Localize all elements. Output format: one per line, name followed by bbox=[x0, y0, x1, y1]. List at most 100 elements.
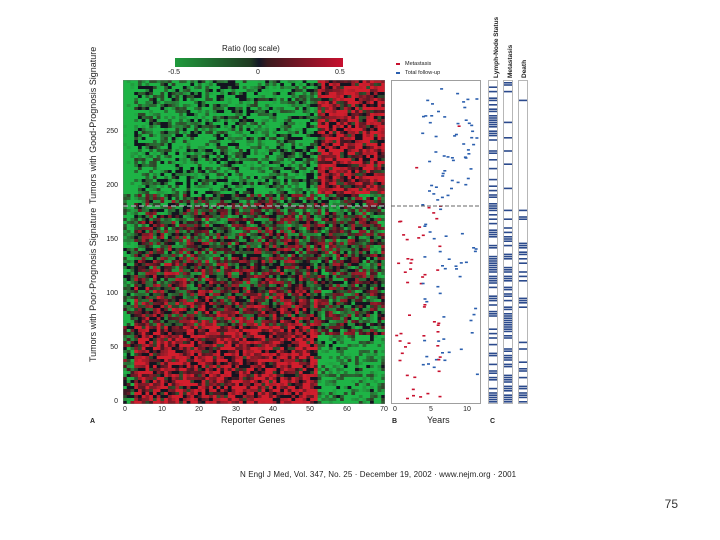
heatmap-cell bbox=[355, 134, 360, 138]
heatmap-cell bbox=[227, 275, 232, 279]
heatmap-cell bbox=[201, 203, 206, 207]
heatmap-cell bbox=[160, 248, 165, 252]
heatmap-cell bbox=[186, 137, 191, 141]
heatmap-cell bbox=[287, 284, 292, 288]
heatmap-cell bbox=[141, 86, 146, 90]
heatmap-cell bbox=[254, 122, 259, 126]
heatmap-cell bbox=[351, 224, 356, 228]
heatmap-cell bbox=[137, 179, 143, 183]
heatmap-cell bbox=[336, 161, 341, 165]
heatmap-cell bbox=[167, 257, 173, 261]
heatmap-cell bbox=[152, 212, 158, 216]
heatmap-cell bbox=[152, 245, 158, 249]
heatmap-cell bbox=[194, 137, 199, 141]
heatmap-cell bbox=[164, 275, 169, 279]
heatmap-cell bbox=[313, 233, 319, 237]
heatmap-cell bbox=[224, 86, 229, 90]
heatmap-cell bbox=[141, 227, 146, 231]
heatmap-cell bbox=[160, 182, 165, 186]
heatmap-cell bbox=[123, 122, 128, 126]
heatmap-cell bbox=[201, 275, 206, 279]
heatmap-cell bbox=[340, 128, 345, 132]
heatmap-cell bbox=[366, 182, 371, 186]
heatmap-cell bbox=[276, 236, 281, 240]
heatmap-cell bbox=[272, 281, 277, 285]
heatmap-cell bbox=[179, 89, 184, 93]
heatmap-cell bbox=[280, 131, 285, 135]
heatmap-cell bbox=[209, 164, 214, 168]
heatmap-cell bbox=[152, 179, 158, 183]
heatmap-cell bbox=[126, 230, 131, 234]
heatmap-cell bbox=[366, 284, 371, 288]
heatmap-cell bbox=[137, 248, 143, 252]
heatmap-cell bbox=[205, 158, 210, 162]
heatmap-cell bbox=[310, 116, 315, 120]
heatmap-cell bbox=[272, 227, 277, 231]
heatmap-cell bbox=[257, 230, 262, 234]
heatmap-cell bbox=[328, 212, 333, 216]
heatmap-cell bbox=[212, 95, 217, 99]
heatmap-cell bbox=[343, 245, 348, 249]
heatmap-cell bbox=[141, 260, 146, 264]
heatmap-cell bbox=[137, 125, 143, 129]
heatmap-cell bbox=[265, 143, 270, 147]
heatmap-cell bbox=[209, 107, 214, 111]
heatmap-cell bbox=[343, 257, 348, 261]
heatmap-cell bbox=[160, 209, 165, 213]
heatmap-cell bbox=[317, 161, 322, 165]
heatmap-cell bbox=[336, 242, 341, 246]
heatmap-cell bbox=[250, 248, 255, 252]
heatmap-cell bbox=[276, 233, 281, 237]
heatmap-cell bbox=[321, 170, 326, 174]
heatmap-cell bbox=[317, 272, 322, 276]
heatmap-cell bbox=[347, 89, 352, 93]
heatmap-cell bbox=[227, 218, 232, 222]
heatmap-cell bbox=[197, 86, 202, 90]
heatmap-cell bbox=[179, 230, 184, 234]
heatmap-cell bbox=[194, 116, 199, 120]
heatmap-cell bbox=[332, 278, 337, 282]
heatmap-cell bbox=[295, 98, 300, 102]
heatmap-cell bbox=[254, 245, 259, 249]
heatmap-cell bbox=[283, 134, 289, 138]
heatmap-cell bbox=[220, 221, 225, 225]
heatmap-cell bbox=[283, 281, 289, 285]
heatmap-cell bbox=[257, 101, 262, 105]
heatmap-cell bbox=[212, 164, 217, 168]
heatmap-cell bbox=[377, 152, 382, 156]
heatmap-cell bbox=[175, 251, 180, 255]
heatmap-cell bbox=[257, 272, 262, 276]
heatmap-cell bbox=[265, 173, 270, 177]
heatmap-cell bbox=[291, 104, 296, 108]
heatmap-cell bbox=[134, 209, 139, 213]
heatmap-cell bbox=[291, 188, 296, 192]
heatmap-cell bbox=[152, 152, 158, 156]
heatmap-cell bbox=[216, 281, 221, 285]
heatmap-cell bbox=[325, 89, 330, 93]
heatmap-cell bbox=[201, 167, 206, 171]
heatmap-cell bbox=[250, 155, 255, 159]
heatmap-cell bbox=[355, 278, 360, 282]
heatmap-cell bbox=[209, 134, 214, 138]
heatmap-cell bbox=[130, 275, 135, 279]
heatmap-cell bbox=[347, 287, 352, 291]
heatmap-cell bbox=[160, 257, 165, 261]
heatmap-cell bbox=[295, 209, 300, 213]
heatmap-cell bbox=[340, 206, 345, 210]
heatmap-cell bbox=[250, 107, 255, 111]
heatmap-cell bbox=[186, 281, 191, 285]
heatmap-cell bbox=[265, 203, 270, 207]
heatmap-cell bbox=[310, 191, 315, 195]
heatmap-cell bbox=[209, 224, 214, 228]
heatmap-cell bbox=[302, 125, 307, 129]
heatmap-cell bbox=[156, 236, 161, 240]
heatmap-cell bbox=[254, 116, 259, 120]
heatmap-cell bbox=[287, 245, 292, 249]
heatmap-cell bbox=[242, 218, 247, 222]
heatmap-cell bbox=[347, 191, 352, 195]
heatmap-cell bbox=[283, 278, 289, 282]
heatmap-cell bbox=[160, 278, 165, 282]
heatmap-cell bbox=[152, 173, 158, 177]
heatmap-cell bbox=[268, 149, 274, 153]
heatmap-cell bbox=[358, 134, 363, 138]
